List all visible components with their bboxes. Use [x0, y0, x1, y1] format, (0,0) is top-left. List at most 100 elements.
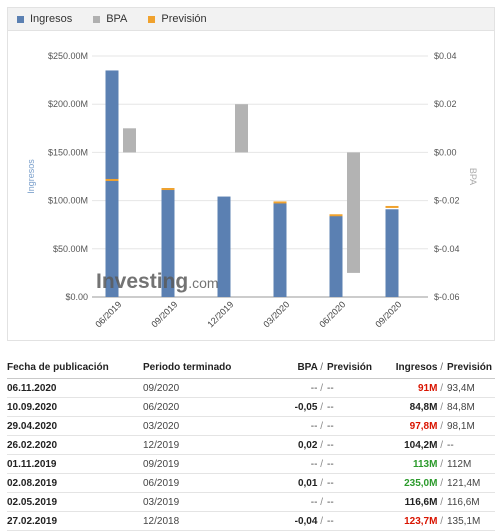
legend-swatch-forecast: [148, 15, 156, 23]
eps-forecast-value: --: [327, 401, 334, 413]
cell-date: 27.02.2019: [7, 511, 143, 531]
revenue-value: 84,8M: [409, 401, 438, 413]
cell-eps-forecast: --: [323, 378, 385, 398]
eps-sep: /: [320, 382, 323, 394]
table-row: 06.11.2020 09/2020 -- / -- 91M /93,4M: [7, 378, 495, 398]
header-date[interactable]: Fecha de publicación: [7, 356, 143, 379]
legend-item-eps[interactable]: BPA: [93, 13, 127, 25]
revenue-sep: /: [440, 477, 443, 489]
legend-label-eps: BPA: [106, 13, 128, 25]
revenue-forecast-value: 98,1M: [447, 420, 475, 432]
revenue-value: 123,7M: [404, 515, 438, 527]
revenue-sep: /: [440, 382, 443, 394]
eps-forecast-value: --: [327, 496, 334, 508]
cell-revenue-forecast: 135,1M: [443, 511, 495, 531]
cell-revenue: 123,7M /: [385, 511, 443, 531]
cell-eps-forecast: --: [323, 473, 385, 493]
cell-revenue-forecast: 98,1M: [443, 416, 495, 436]
cell-eps: -0,05 /: [263, 397, 323, 417]
cell-revenue: 84,8M /: [385, 397, 443, 417]
y-left-axis-title: Ingresos: [26, 159, 36, 194]
table-row: 01.11.2019 09/2019 -- / -- 113M /112M: [7, 454, 495, 474]
eps-bar: [123, 128, 136, 153]
eps-sep: /: [320, 477, 323, 489]
eps-forecast-value: --: [327, 515, 334, 527]
revenue-value: 113M: [412, 458, 438, 470]
revenue-sep: /: [440, 401, 443, 413]
revenue-bar: [161, 188, 175, 297]
revenue-sep: /: [440, 496, 443, 508]
cell-eps-forecast: --: [323, 454, 385, 474]
revenue-value: 91M: [417, 382, 438, 394]
cell-eps-forecast: --: [323, 511, 385, 531]
legend-item-revenue[interactable]: Ingresos: [17, 13, 72, 25]
legend-item-forecast[interactable]: Previsión: [148, 13, 207, 25]
eps-value: 0,02: [297, 439, 318, 451]
revenue-bar: [105, 70, 119, 298]
y-right-tick-label: $0.02: [434, 99, 457, 109]
eps-value: -0,05: [294, 401, 318, 413]
eps-forecast-value: --: [327, 420, 334, 432]
cell-revenue-forecast: 84,8M: [443, 397, 495, 417]
header-revenue-sep: /: [440, 361, 443, 373]
revenue-bar: [385, 209, 399, 297]
y-left-tick-label: $200.00M: [48, 99, 88, 109]
cell-period: 06/2020: [143, 397, 263, 417]
y-right-tick-label: $0.04: [434, 51, 457, 61]
x-tick-label: 03/2020: [261, 299, 291, 329]
y-left-tick-label: $150.00M: [48, 147, 88, 157]
eps-forecast-value: --: [327, 477, 334, 489]
y-right-tick-label: $-0.04: [434, 244, 460, 254]
eps-value: --: [310, 382, 318, 394]
cell-date: 29.04.2020: [7, 416, 143, 436]
header-revenue-forecast[interactable]: Previsión: [443, 356, 495, 379]
eps-value: --: [310, 458, 318, 470]
eps-sep: /: [320, 496, 323, 508]
x-tick-label: 09/2019: [149, 299, 179, 329]
revenue-value: 116,6M: [404, 496, 438, 508]
eps-bar: [347, 152, 360, 273]
eps-sep: /: [320, 401, 323, 413]
legend-label-revenue: Ingresos: [30, 13, 73, 25]
cell-eps: -- /: [263, 378, 323, 398]
header-eps-sep: /: [320, 361, 323, 373]
revenue-sep: /: [440, 439, 443, 451]
watermark-brand: Investing: [96, 270, 188, 293]
header-revenue-forecast-label: Previsión: [447, 361, 493, 373]
y-right-axis-title: BPA: [468, 168, 478, 185]
legend-swatch-revenue: [17, 15, 24, 23]
revenue-forecast-value: 116,6M: [447, 496, 480, 508]
eps-value: -0,04: [294, 515, 318, 527]
revenue-forecast-value: 84,8M: [447, 401, 475, 413]
cell-eps: -- /: [263, 492, 323, 512]
table-row: 29.04.2020 03/2020 -- / -- 97,8M /98,1M: [7, 416, 495, 436]
investing-watermark: Investing.com: [96, 270, 219, 293]
cell-revenue: 113M /: [385, 454, 443, 474]
y-right-tick-label: $-0.02: [434, 196, 460, 206]
table-row: 26.02.2020 12/2019 0,02 /-- 104,2M / --: [7, 435, 495, 455]
chart-legend: Ingresos BPA Previsión: [7, 7, 495, 31]
revenue-forecast-value: 112M: [447, 458, 472, 470]
header-period[interactable]: Periodo terminado: [143, 356, 263, 379]
cell-period: 12/2018: [143, 511, 263, 531]
revenue-sep: /: [440, 458, 443, 470]
revenue-value: 235,0M: [404, 477, 438, 489]
y-left-tick-label: $50.00M: [53, 244, 88, 254]
watermark-suffix: .com: [188, 275, 218, 291]
y-right-tick-label: $0.00: [434, 147, 457, 157]
eps-bar: [235, 104, 248, 153]
table-row: 27.02.2019 12/2018 -0,04 / -- 123,7M / 135,1M: [7, 511, 495, 531]
y-left-tick-label: $250.00M: [48, 51, 88, 61]
cell-eps-forecast: --: [323, 492, 385, 512]
header-eps[interactable]: BPA /: [263, 356, 323, 379]
header-eps-forecast[interactable]: Previsión: [323, 356, 385, 379]
cell-revenue: 104,2M /: [385, 435, 443, 455]
eps-value: 0,01: [297, 477, 318, 489]
cell-revenue-forecast: 116,6M: [443, 492, 495, 512]
eps-forecast-value: --: [327, 382, 334, 394]
eps-forecast-value: --: [327, 458, 334, 470]
header-revenue[interactable]: Ingresos /: [385, 356, 443, 379]
revenue-forecast-value: --: [447, 439, 454, 451]
x-tick-label: 09/2020: [373, 299, 403, 329]
cell-revenue-forecast: --: [443, 435, 495, 455]
